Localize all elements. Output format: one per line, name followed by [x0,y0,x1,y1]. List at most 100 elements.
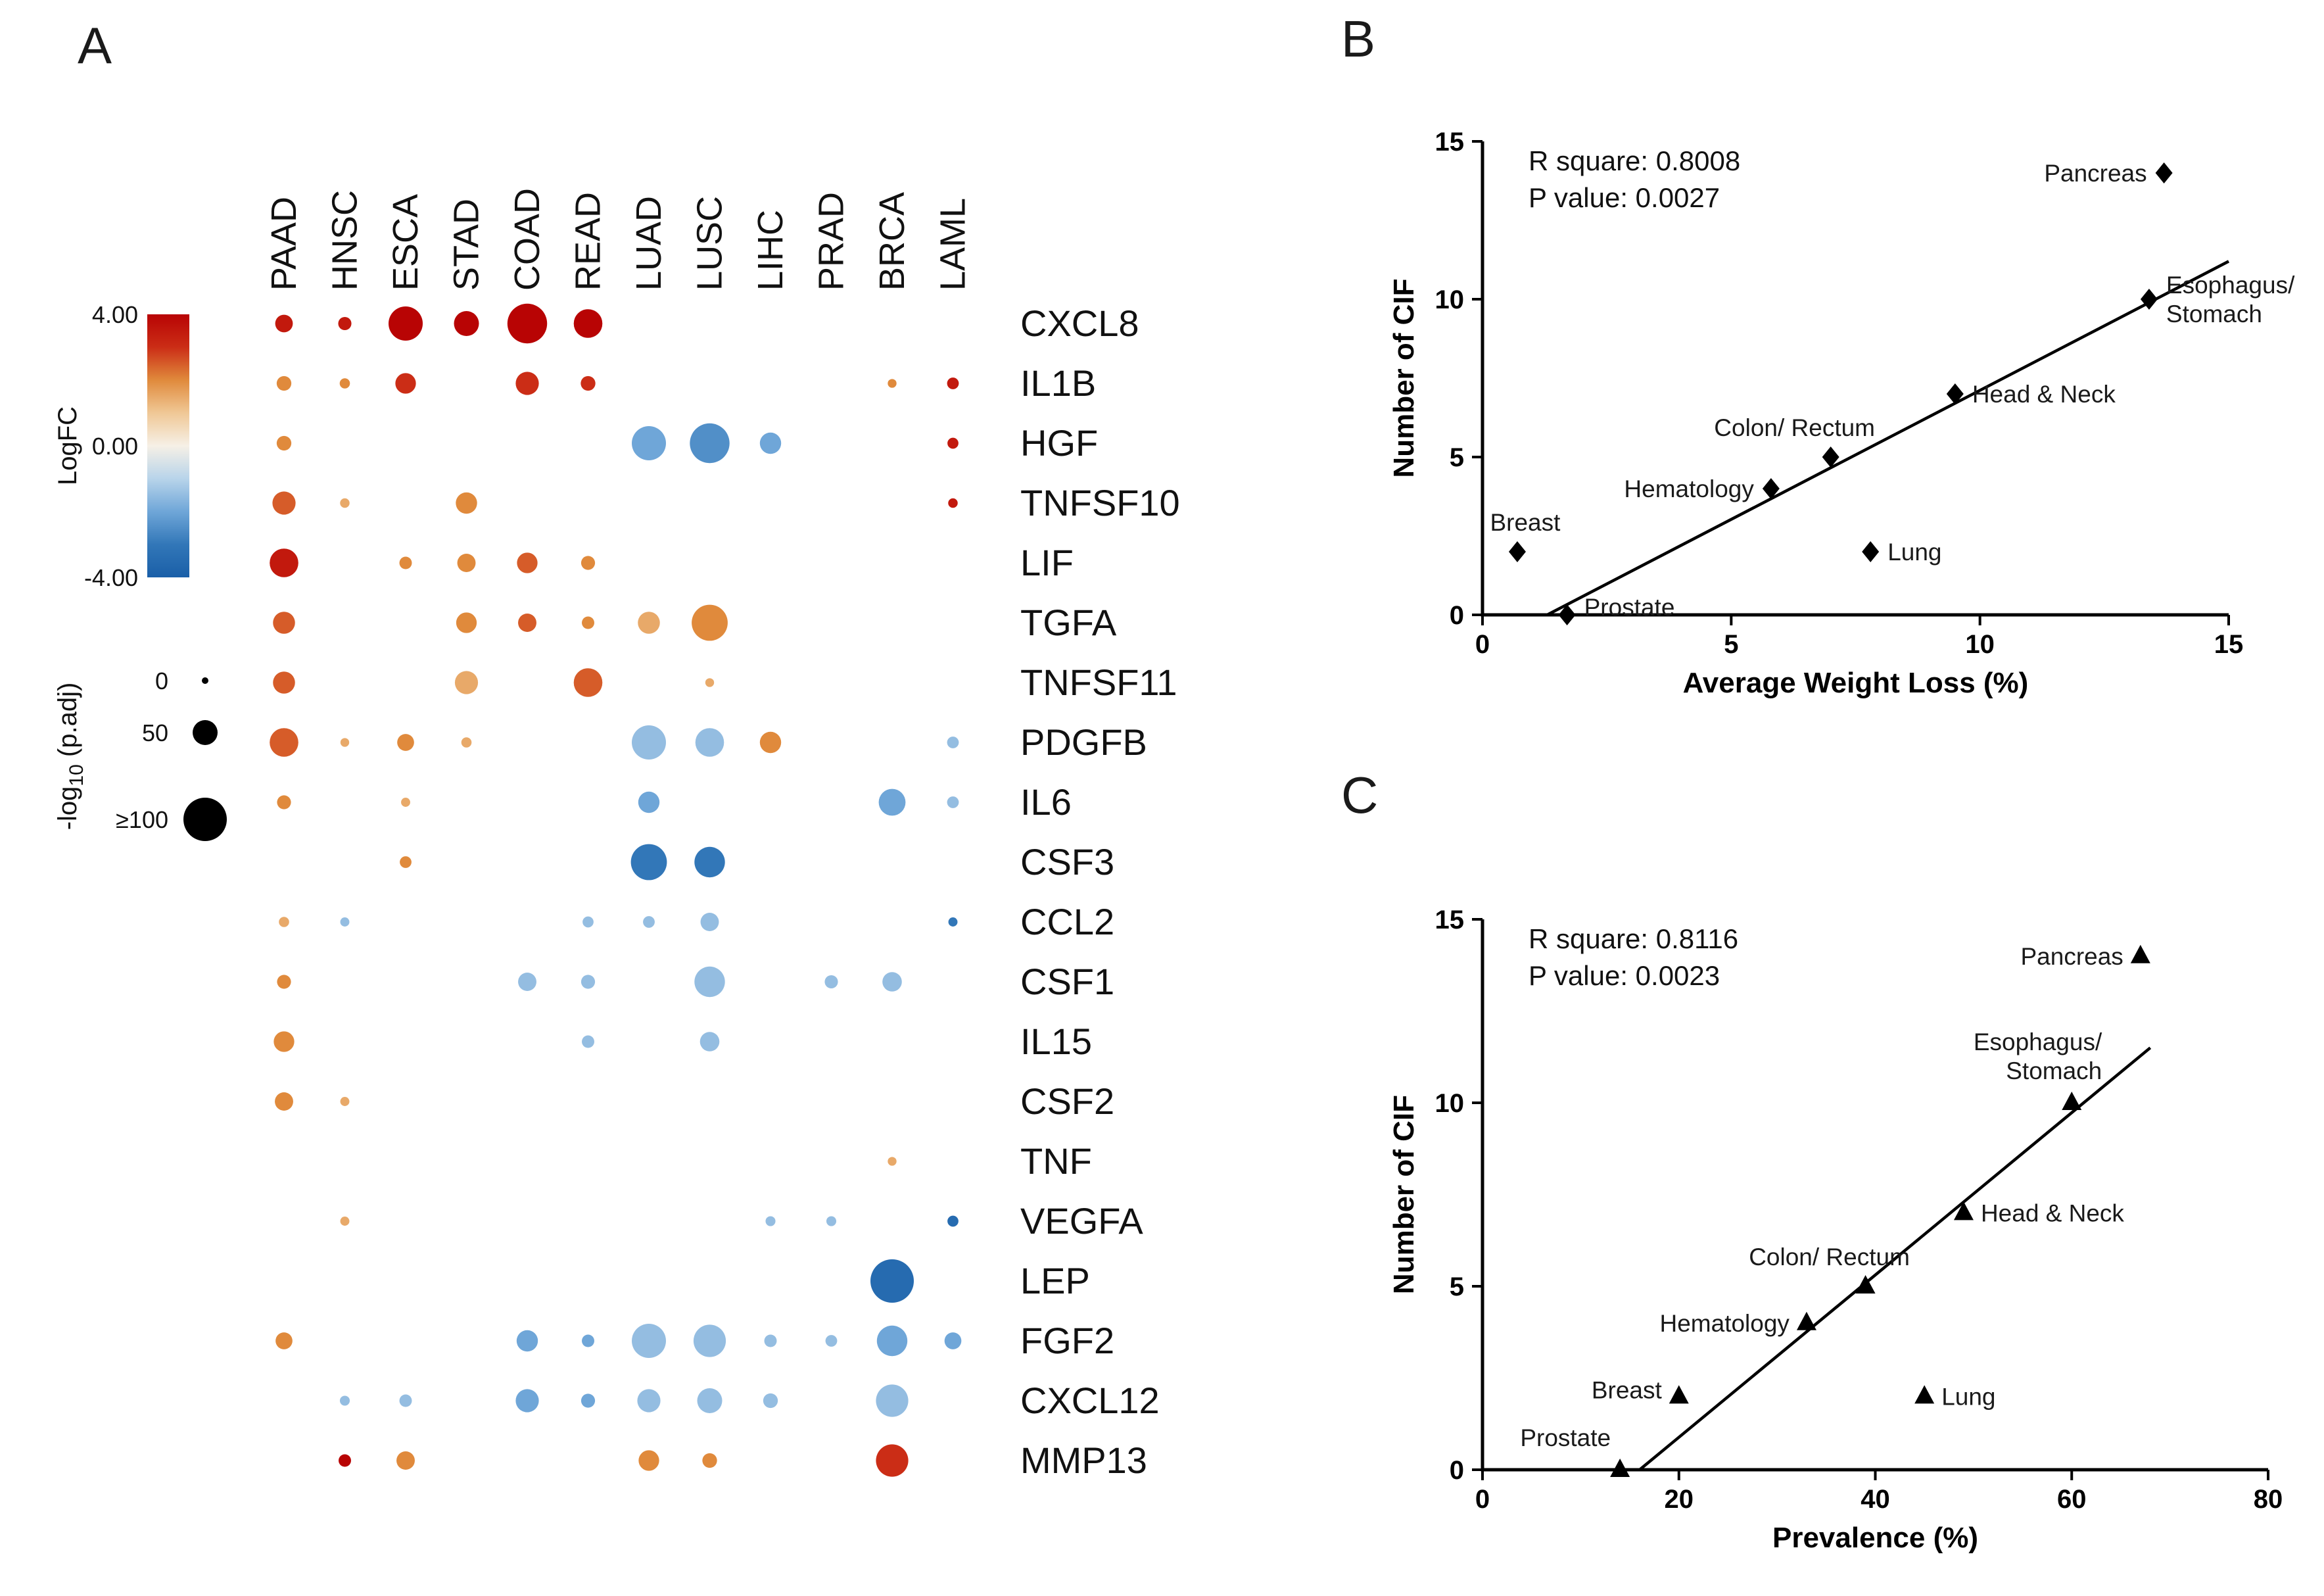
bubble [759,432,782,454]
size-legend-dot [202,677,208,684]
bubble [507,303,548,344]
gene-row-label: MMP13 [1020,1439,1147,1481]
bubble [399,1394,412,1407]
bubble [582,916,594,928]
bubble [878,788,906,816]
x-tick-label: 0 [1475,630,1490,659]
bubble [632,1324,666,1358]
bubble [876,1444,909,1477]
bubble [638,612,660,634]
gene-row-label: TGFA [1020,602,1117,643]
panel-c-label: C [1341,766,1379,824]
bubble [638,791,660,813]
data-point-label: Colon/ Rectum [1714,414,1875,441]
bubble [273,1031,295,1052]
data-point-marker [2062,1092,2082,1110]
data-point-label: Colon/ Rectum [1749,1244,1910,1270]
bubble [270,548,298,577]
data-point-marker [1669,1385,1689,1404]
x-tick-label: 80 [2254,1485,2283,1514]
bubble [340,498,350,508]
bubble [273,612,295,634]
bubble [339,1454,351,1467]
gene-row-label: CSF1 [1020,961,1114,1002]
panel-b-label: B [1341,10,1376,68]
bubble [765,1216,776,1226]
bubble [456,612,477,633]
data-point-label: Breast [1490,509,1561,536]
data-point-marker [1953,1201,1974,1221]
bubble [581,375,596,391]
data-point-marker [1855,1275,1876,1294]
bubble [581,975,596,989]
y-tick-label: 5 [1450,443,1464,472]
data-point-marker [1822,447,1839,468]
data-point-label: Lung [1941,1383,1995,1410]
data-point-marker [1558,604,1576,625]
data-point-label: Pancreas [2021,943,2123,970]
bubble [276,435,292,451]
bubble [456,492,477,514]
bubble [270,728,298,757]
bubble [273,671,295,694]
bubble [630,844,667,881]
bubble [400,856,412,868]
bubble [340,917,350,927]
bubble [947,796,959,808]
y-axis-title: Number of CIF [1388,278,1420,477]
bubble [824,975,838,989]
data-point-label: Breast [1592,1376,1663,1403]
bubble [515,1389,539,1413]
bubble [338,316,352,331]
bubble [763,1393,778,1409]
bubble [518,614,536,632]
data-point-label: Lung [1887,539,1941,566]
y-tick-label: 0 [1450,1456,1464,1485]
data-point-marker [1762,478,1780,499]
data-point-label: Head & Neck [1972,381,2116,408]
cancer-column-label: LUSC [690,196,730,291]
bubble [643,916,655,928]
logfc-legend-title: LogFC [53,406,82,485]
bubble [573,668,603,697]
bubble [888,379,897,388]
cancer-column-label: LIHC [751,210,790,291]
bubble [340,1217,350,1226]
data-point-label: Hematology [1660,1310,1790,1337]
bubble [697,1388,723,1413]
x-axis-title: Average Weight Loss (%) [1683,667,2029,699]
bubble [339,378,350,389]
scatter-plot-panel-c: 0 20 40 60 80 0 5 10 15 Prevalence (%) Number of C… [1388,906,2283,1554]
bubble [517,552,538,573]
bubble [876,1384,909,1417]
bubble [516,1330,538,1352]
data-point-label: Stomach [2166,301,2262,327]
data-point-marker [2130,944,2150,963]
regression-line [1638,1046,2152,1471]
stats-annotation: R square: 0.8008 [1529,145,1740,176]
bubble [637,1389,661,1413]
bubble [826,1216,837,1226]
gene-row-label: IL15 [1020,1021,1092,1062]
bubble [947,437,959,449]
bubble [399,556,412,569]
gene-row-label: HGF [1020,422,1098,464]
bubble [461,737,472,748]
gene-row-label: CSF3 [1020,841,1114,883]
panel-a-label: A [78,16,112,74]
data-point-label: Prostate [1520,1424,1611,1451]
bubble-plot-panel-a: PAAD HNSC ESCA STAD COAD READ LUAD LUSC LIHC PRAD… [53,188,1180,1481]
data-point-marker [1508,541,1526,562]
gene-row-label: CXCL12 [1020,1380,1160,1421]
gene-row-label: TNF [1020,1140,1092,1182]
bubble [888,1157,897,1166]
bubble [275,1332,293,1349]
bubble [582,1035,594,1048]
bubble [389,306,423,341]
data-point-marker [2155,162,2173,183]
y-tick-label: 15 [1435,128,1465,157]
x-tick-label: 20 [1665,1485,1694,1514]
cancer-column-label: PAAD [264,197,304,291]
bubble [275,314,293,333]
